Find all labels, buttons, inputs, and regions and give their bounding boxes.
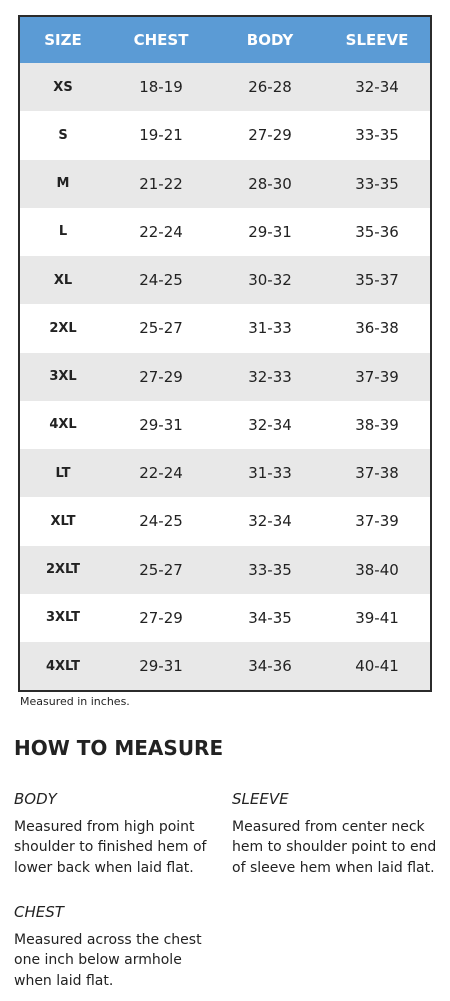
table-cell: S	[58, 127, 68, 143]
table-cell: 4XL	[49, 417, 77, 433]
table-row: M 21-22 28-30 33-35	[20, 159, 430, 208]
table-row: 2XL 25-27 31-33 36-38	[20, 304, 430, 352]
table-cell: 32-34	[355, 78, 399, 97]
header-cell: BODY	[246, 31, 294, 49]
item-title: BODY	[14, 790, 57, 808]
table-row: 2XLT 25-27 33-35 38-40	[20, 545, 430, 594]
table-cell: L	[58, 224, 68, 240]
table-cell: 27-29	[139, 608, 183, 627]
table-cell: 28-30	[248, 174, 292, 193]
table-cell: XLT	[50, 513, 76, 529]
note: Measured in inches.	[20, 695, 130, 708]
table-cell: 27-29	[139, 367, 183, 386]
item-text: Measured from high point	[14, 819, 195, 835]
table-cell: XL	[53, 272, 73, 288]
header-row: SIZE CHEST BODY SLEEVE	[20, 17, 430, 63]
table-cell: 38-40	[355, 560, 399, 579]
table-row: XLT 24-25 32-34 37-39	[20, 497, 430, 545]
table-cell: 40-41	[355, 657, 399, 676]
table-row: 3XLT 27-29 34-35 39-41	[20, 594, 430, 642]
table-cell: XS	[53, 79, 73, 95]
table-cell: 39-41	[355, 608, 399, 627]
table-cell: 29-31	[248, 222, 292, 241]
table-cell: 34-35	[248, 608, 292, 627]
table-cell: 25-27	[139, 319, 183, 338]
size-table: SIZE CHEST BODY SLEEVE XS 18-19 26-28 32-34 S 19-…	[18, 15, 432, 693]
table-cell: 37-39	[355, 367, 399, 386]
table-cell: 38-39	[355, 415, 399, 434]
item-title: CHEST	[14, 903, 64, 921]
table-cell: 37-38	[355, 464, 399, 483]
item-text: of sleeve hem when laid flat.	[232, 859, 435, 876]
table-cell: 24-25	[139, 271, 183, 290]
item-text: Measured across the chest	[14, 932, 202, 948]
table-row: XL 24-25 30-32 35-37	[20, 256, 430, 305]
table-cell: 21-22	[139, 174, 183, 193]
table-cell: 32-33	[248, 367, 292, 386]
table-cell: 36-38	[355, 319, 399, 338]
table-row: XS 18-19 26-28 32-34	[20, 63, 430, 112]
table-row: S 19-21 27-29 33-35	[20, 111, 430, 159]
table-cell: 4XLT	[45, 658, 81, 674]
header-cell: SIZE	[44, 31, 82, 49]
table-cell: 24-25	[139, 512, 183, 531]
table-row: 3XL 27-29 32-33 37-39	[20, 352, 430, 401]
table-cell: 33-35	[355, 174, 399, 193]
table-cell: 2XL	[49, 320, 77, 336]
item-text: shoulder to finished hem of	[14, 839, 207, 856]
table-cell: 32-34	[248, 512, 292, 531]
table-cell: 2XLT	[45, 562, 81, 578]
table-row: L 22-24 29-31 35-36	[20, 208, 430, 256]
table-cell: 33-35	[248, 560, 292, 579]
table-cell: 30-32	[248, 271, 292, 290]
table-cell: 35-37	[355, 271, 399, 290]
table-cell: 18-19	[139, 78, 183, 97]
table-row: 4XLT 29-31 34-36 40-41	[20, 642, 430, 691]
item-text: hem to shoulder point to end	[232, 839, 437, 856]
table-cell: 35-36	[355, 222, 399, 241]
table-cell: 22-24	[139, 222, 183, 241]
table-cell: 3XL	[49, 369, 77, 385]
item-text: Measured from center neck	[232, 819, 425, 835]
table-row: 4XL 29-31 32-34 38-39	[20, 401, 430, 449]
table-cell: 3XLT	[45, 610, 81, 626]
table-row: LT 22-24 31-33 37-38	[20, 449, 430, 498]
table-cell: 31-33	[248, 464, 292, 483]
table-cell: 29-31	[139, 415, 183, 434]
item-text: lower back when laid flat.	[14, 859, 194, 876]
section-title: HOW TO MEASURE	[14, 736, 224, 760]
item-text: one inch below armhole	[14, 952, 182, 969]
table-cell: 34-36	[248, 657, 292, 676]
item-text: when laid flat.	[14, 972, 114, 989]
header-cell: SLEEVE	[345, 31, 409, 49]
item-title: SLEEVE	[232, 790, 289, 808]
table-cell: 22-24	[139, 464, 183, 483]
table-cell: 26-28	[248, 78, 292, 97]
table-cell: 37-39	[355, 512, 399, 531]
table-cell: 31-33	[248, 319, 292, 338]
table-cell: 33-35	[355, 126, 399, 145]
header-cell: CHEST	[133, 31, 189, 49]
table-cell: LT	[55, 465, 71, 481]
table-cell: 19-21	[139, 126, 183, 145]
table-cell: M	[56, 176, 70, 192]
table-cell: 32-34	[248, 415, 292, 434]
table-cell: 29-31	[139, 657, 183, 676]
table-cell: 27-29	[248, 126, 292, 145]
table-cell: 25-27	[139, 560, 183, 579]
